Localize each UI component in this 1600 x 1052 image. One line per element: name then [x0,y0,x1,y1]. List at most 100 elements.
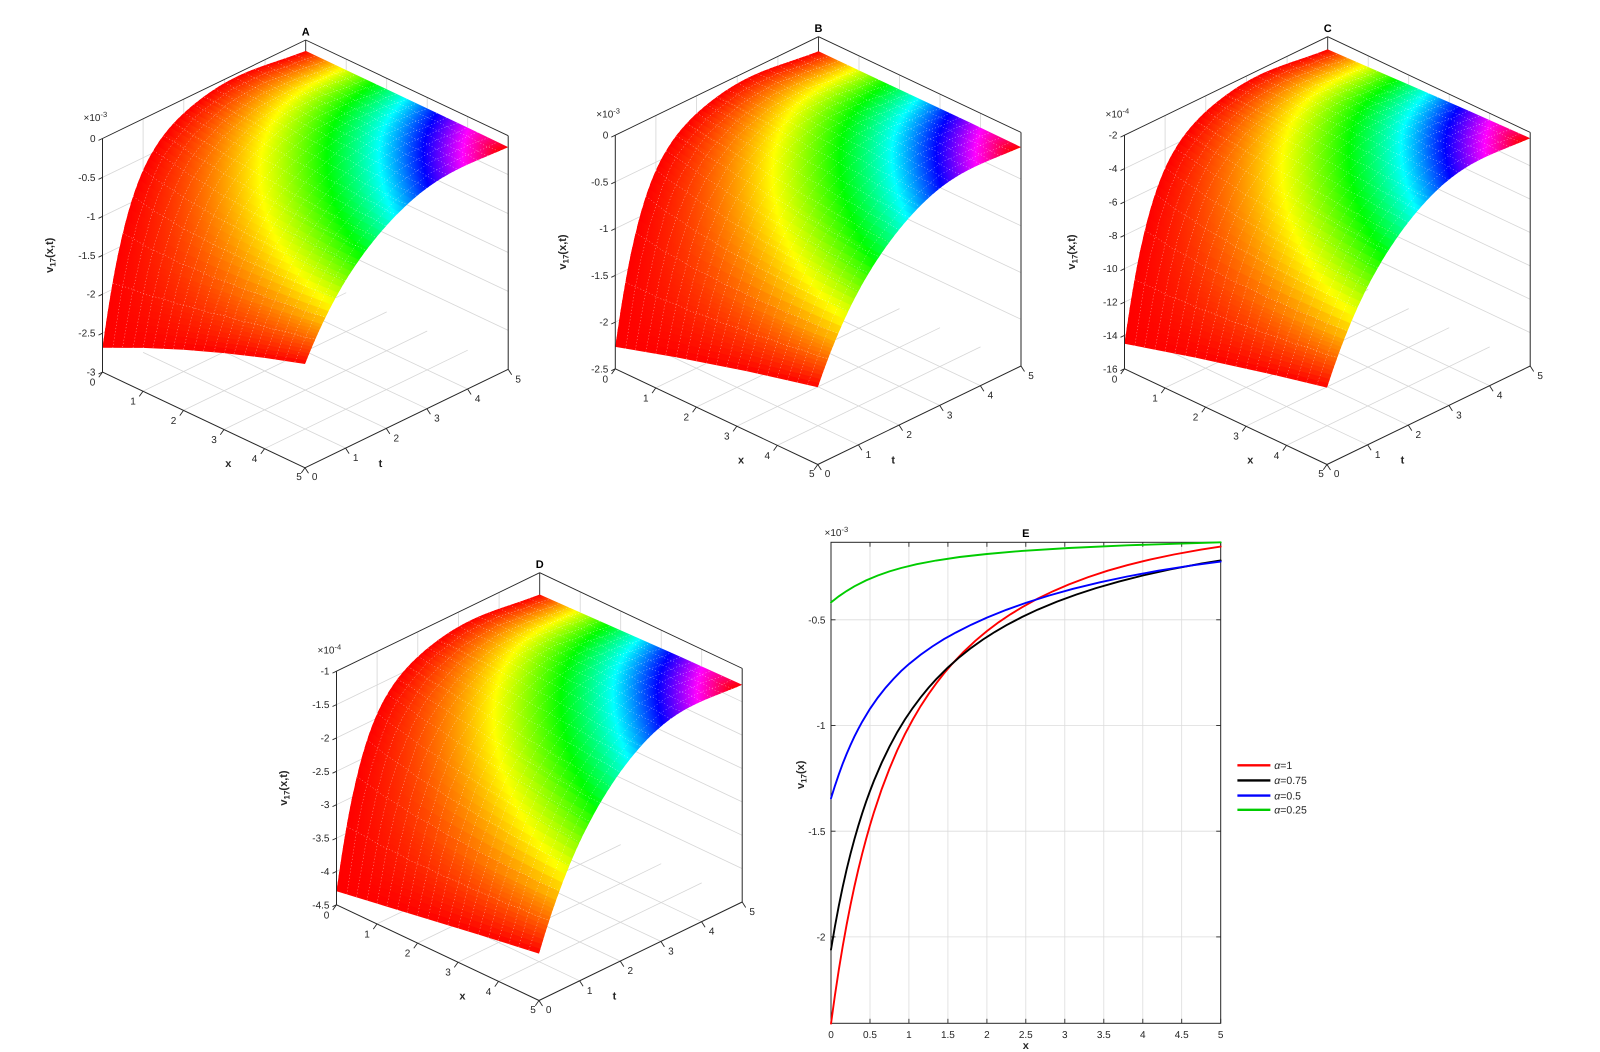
svg-text:5: 5 [1537,371,1543,382]
svg-text:3: 3 [724,432,730,443]
svg-text:-6: -6 [1109,197,1118,208]
svg-text:-10: -10 [1103,264,1118,275]
svg-text:3: 3 [434,414,440,425]
svg-text:-3: -3 [321,800,330,811]
svg-text:x: x [1247,455,1254,467]
svg-text:1: 1 [587,986,593,997]
svg-text:2: 2 [1193,413,1199,424]
svg-text:-1: -1 [817,721,826,732]
svg-text:t: t [891,454,895,466]
svg-text:0: 0 [825,469,831,480]
svg-text:-2: -2 [599,318,608,329]
svg-text:4: 4 [486,987,492,998]
svg-text:v17(x): v17(x) [795,760,809,789]
svg-text:-1.5: -1.5 [78,251,96,262]
svg-text:3: 3 [445,968,451,979]
svg-text:-4.5: -4.5 [312,900,330,911]
svg-text:0: 0 [1112,374,1118,385]
svg-text:-16: -16 [1103,364,1118,375]
svg-text:1: 1 [130,397,136,408]
svg-text:3: 3 [668,946,674,957]
svg-text:-3: -3 [87,368,96,379]
svg-text:5: 5 [515,374,521,385]
svg-text:-14: -14 [1103,331,1118,342]
svg-text:3: 3 [1062,1030,1068,1041]
svg-text:B: B [815,23,823,35]
svg-text:1: 1 [906,1030,912,1041]
svg-text:0: 0 [603,374,609,385]
svg-text:-0.5: -0.5 [808,615,826,626]
svg-text:x: x [459,991,466,1003]
svg-text:2: 2 [405,949,411,960]
svg-text:-1: -1 [87,212,96,223]
svg-text:E: E [1022,528,1029,540]
svg-text:t: t [1401,454,1405,466]
svg-text:-4: -4 [1109,164,1118,175]
svg-text:-2.5: -2.5 [78,329,96,340]
svg-text:-12: -12 [1103,298,1118,309]
svg-text:-1.5: -1.5 [591,271,609,282]
svg-text:-1.5: -1.5 [808,827,826,838]
svg-text:5: 5 [1028,371,1034,382]
svg-text:4: 4 [988,391,994,402]
svg-text:1: 1 [1152,393,1158,404]
svg-text:-1.5: -1.5 [312,700,330,711]
svg-text:-3.5: -3.5 [312,834,330,845]
svg-text:0: 0 [90,134,96,145]
svg-text:-1: -1 [599,224,608,235]
svg-text:5: 5 [749,907,755,918]
svg-text:2: 2 [171,416,177,427]
svg-text:0: 0 [324,910,330,921]
svg-text:-2: -2 [817,933,826,944]
svg-text:3.5: 3.5 [1097,1030,1111,1041]
svg-text:v17(x,t): v17(x,t) [1066,234,1080,270]
svg-text:2: 2 [1416,430,1422,441]
svg-text:t: t [613,991,617,1003]
svg-text:-2: -2 [1109,131,1118,142]
svg-text:4.5: 4.5 [1175,1030,1189,1041]
svg-text:1: 1 [643,393,649,404]
svg-text:3: 3 [211,435,217,446]
svg-text:α=0.5: α=0.5 [1274,790,1301,802]
svg-text:D: D [536,559,544,571]
svg-text:5: 5 [809,469,815,480]
svg-text:α=1: α=1 [1274,760,1292,772]
svg-text:α=0.25: α=0.25 [1274,805,1307,817]
svg-text:2: 2 [984,1030,990,1041]
svg-text:2: 2 [684,413,690,424]
svg-text:x: x [225,458,232,470]
svg-text:2: 2 [628,966,634,977]
svg-text:1: 1 [1375,450,1381,461]
svg-text:2.5: 2.5 [1019,1030,1033,1041]
svg-text:5: 5 [530,1005,536,1016]
svg-text:4: 4 [252,454,258,465]
svg-text:4: 4 [1140,1030,1146,1041]
svg-text:-4: -4 [321,867,330,878]
svg-text:1.5: 1.5 [941,1030,955,1041]
svg-text:4: 4 [765,451,771,462]
svg-text:0: 0 [312,472,318,483]
svg-text:0: 0 [828,1030,834,1041]
svg-text:5: 5 [1218,1030,1224,1041]
svg-text:x: x [738,455,745,467]
svg-text:v17(x,t): v17(x,t) [278,770,292,806]
svg-text:2: 2 [394,433,400,444]
svg-text:4: 4 [475,394,481,405]
svg-text:3: 3 [1233,432,1239,443]
svg-text:-2: -2 [87,290,96,301]
svg-text:1: 1 [364,929,370,940]
svg-text:A: A [302,27,310,39]
svg-text:-2: -2 [321,733,330,744]
svg-text:1: 1 [353,453,359,464]
svg-text:x: x [1023,1040,1030,1052]
svg-text:-2.5: -2.5 [312,767,330,778]
svg-text:v17(x,t): v17(x,t) [557,234,571,270]
svg-text:4: 4 [709,927,715,938]
svg-text:C: C [1324,23,1332,35]
svg-text:5: 5 [296,472,302,483]
svg-text:1: 1 [866,450,872,461]
svg-text:α=0.75: α=0.75 [1274,775,1307,787]
svg-text:-1: -1 [321,667,330,678]
svg-text:-0.5: -0.5 [591,177,609,188]
svg-text:-2.5: -2.5 [591,364,609,375]
